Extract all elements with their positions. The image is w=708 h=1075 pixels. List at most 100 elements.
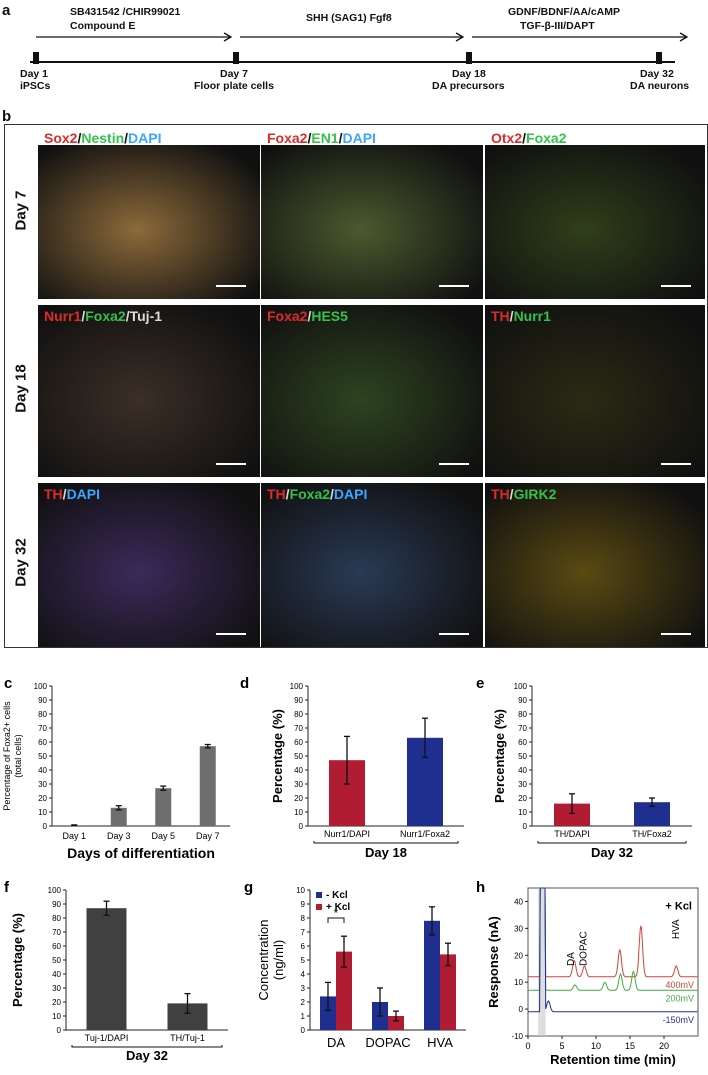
- scale-bar: [216, 463, 246, 465]
- bar: [424, 920, 440, 1030]
- stain-label: TH/GIRK2: [491, 486, 556, 502]
- stain-part: /: [285, 486, 290, 502]
- stain-part: Foxa2: [267, 130, 308, 146]
- timeline-day: Day 32: [640, 68, 674, 80]
- y-tick-label: 90: [518, 696, 527, 705]
- y-tick-label: 5: [301, 956, 306, 965]
- annotation: + Kcl: [665, 901, 692, 913]
- timeline-top-label: Compound E: [70, 20, 136, 32]
- y-tick-label: 0: [519, 1005, 524, 1014]
- stain-part: Nestin: [81, 130, 125, 146]
- row-label: Day 18: [12, 364, 30, 413]
- x-tick-label: DA: [327, 1035, 345, 1050]
- y-tick-label: 70: [294, 724, 303, 733]
- y-tick-label: 40: [52, 970, 61, 979]
- y-axis-label: Percentage (%): [270, 709, 285, 803]
- micrograph: Foxa2/EN1/DAPI: [261, 127, 483, 299]
- y-tick-label: 3: [301, 984, 306, 993]
- x-tick-label: 20: [659, 1041, 669, 1051]
- chart-c: c 0 10 20 30 40 50 60 70 80 90 100 Percentage of Fox…: [2, 676, 230, 861]
- x-tick-label: TH/Tuj-1: [170, 1033, 205, 1043]
- scale-bar: [216, 285, 246, 287]
- stain-part: Otx2: [491, 130, 523, 146]
- y-tick-label: 40: [514, 897, 523, 906]
- y-tick-label: 60: [294, 738, 303, 747]
- y-tick-label: 6: [301, 942, 306, 951]
- y-tick-label: 0: [43, 822, 48, 831]
- bar: [336, 951, 352, 1030]
- chart-d: d 0 10 20 30 40 50 60 70 80 90 100 Percentage (%) Nur…: [240, 676, 464, 860]
- legend-label: + Kcl: [326, 902, 350, 913]
- y-tick-label: 90: [52, 900, 61, 909]
- stain-part: Foxa2: [526, 130, 567, 146]
- bar: [155, 788, 172, 826]
- timeline-stage: iPSCs: [20, 80, 51, 92]
- panel-a-label: a: [2, 2, 11, 19]
- y-tick-label: 70: [518, 724, 527, 733]
- x-tick-label: Nurr1/DAPI: [324, 829, 370, 839]
- panel-label: g: [244, 880, 253, 896]
- micrograph: Foxa2/HES5: [261, 305, 483, 477]
- y-tick-label: 70: [52, 928, 61, 937]
- y-tick-label: 20: [514, 951, 523, 960]
- stain-label: Foxa2/EN1/DAPI: [267, 130, 376, 146]
- x-tick-label: DOPAC: [365, 1035, 410, 1050]
- y-tick-label: 70: [38, 724, 47, 733]
- peak-label: HVA: [671, 919, 682, 939]
- y-tick-label: 0: [299, 822, 304, 831]
- timeline-svg: [30, 32, 689, 64]
- panel-b-label: b: [2, 108, 12, 125]
- stain-part: /: [307, 308, 312, 324]
- panel-label: h: [476, 880, 485, 896]
- y-tick-label: 100: [514, 682, 528, 691]
- y-tick-label: 9: [301, 900, 306, 909]
- stain-part: EN1: [311, 130, 339, 146]
- y-tick-label: 30: [514, 924, 523, 933]
- y-tick-label: 60: [52, 942, 61, 951]
- x-tick-label: Nurr1/Foxa2: [400, 829, 450, 839]
- stain-part: Foxa2: [85, 308, 126, 324]
- x-group-bracket: [537, 841, 687, 844]
- chart-g: g 0 1 2 3 4 5 6 7 8 9 10 Concentration (ng/ml) DA DOPAC…: [244, 880, 466, 1050]
- y-axis-label: Percentage (%): [492, 709, 507, 803]
- micrograph: Otx2/Foxa2: [485, 127, 705, 299]
- stain-label: Foxa2/HES5: [267, 308, 348, 324]
- y-axis-label: Percentage of Foxa2+ cells: [2, 701, 12, 811]
- y-tick-label: 20: [294, 794, 303, 803]
- row-label: Day 7: [12, 190, 30, 231]
- timeline-stage: DA precursors: [432, 80, 505, 92]
- y-tick-label: 8: [301, 914, 306, 923]
- y-tick-label: -10: [511, 1032, 523, 1041]
- chart-f: f 0 10 20 30 40 50 60 70 80 90 100 Percentage (%) Tuj…: [4, 880, 228, 1063]
- timeline-marker: [33, 52, 39, 64]
- x-tick-label: Day 3: [107, 831, 131, 841]
- y-tick-label: 30: [38, 780, 47, 789]
- y-tick-label: 0: [57, 1026, 62, 1035]
- panel-label: e: [476, 676, 484, 692]
- micrograph: TH/DAPI: [38, 483, 260, 647]
- stain-part: /: [509, 486, 514, 502]
- y-tick-label: 80: [38, 710, 47, 719]
- x-tick-label: TH/DAPI: [554, 829, 590, 839]
- stain-part: /: [124, 130, 129, 146]
- stain-part: DAPI: [342, 130, 376, 146]
- y-tick-label: 10: [514, 978, 523, 987]
- scale-bar: [439, 463, 469, 465]
- row-label: Day 32: [12, 538, 30, 587]
- significance-bracket: [327, 917, 345, 923]
- stain-part: TH: [44, 486, 63, 502]
- bar: [388, 1016, 404, 1030]
- x-tick-label: Tuj-1/DAPI: [85, 1033, 129, 1043]
- stain-label: Nurr1/Foxa2/Tuj-1: [44, 308, 162, 324]
- y-tick-label: 4: [301, 970, 306, 979]
- y-tick-label: 60: [518, 738, 527, 747]
- panel-label: c: [4, 676, 12, 692]
- stain-part: Tuj-1: [129, 308, 163, 324]
- stain-part: DAPI: [66, 486, 101, 502]
- y-tick-label: 80: [52, 914, 61, 923]
- y-tick-label: 10: [52, 1012, 61, 1021]
- timeline-top-label: TGF-β-III/DAPT: [520, 20, 595, 32]
- scale-bar: [439, 285, 469, 287]
- stain-part: /: [125, 308, 130, 324]
- stain-label: Otx2/Foxa2: [491, 130, 566, 146]
